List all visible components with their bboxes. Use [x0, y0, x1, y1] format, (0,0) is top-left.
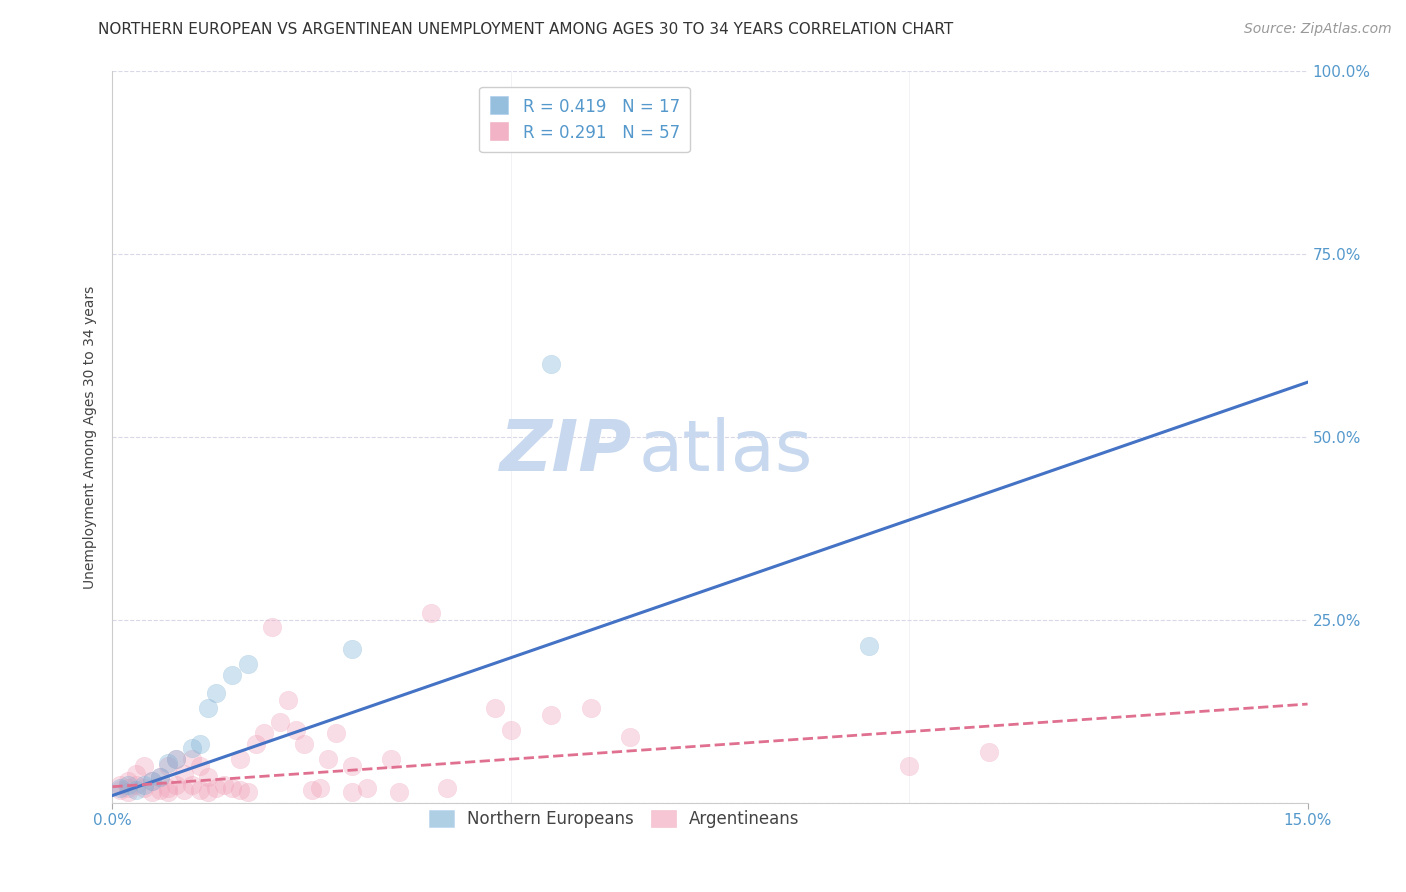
Y-axis label: Unemployment Among Ages 30 to 34 years: Unemployment Among Ages 30 to 34 years — [83, 285, 97, 589]
Point — [898, 759, 921, 773]
Point — [149, 782, 172, 797]
Point — [165, 778, 187, 792]
Point — [110, 782, 132, 797]
Point — [125, 778, 148, 792]
Point — [173, 782, 195, 797]
Point — [157, 756, 180, 770]
Point — [110, 781, 132, 796]
Point — [157, 785, 180, 799]
Point — [236, 785, 259, 799]
Point — [420, 606, 443, 620]
Point — [484, 700, 506, 714]
Point — [197, 700, 219, 714]
Point — [117, 778, 139, 792]
Point — [236, 657, 259, 671]
Point — [277, 693, 299, 707]
Legend: Northern Europeans, Argentineans: Northern Europeans, Argentineans — [422, 803, 807, 835]
Point — [340, 759, 363, 773]
Point — [619, 730, 641, 744]
Point — [229, 782, 252, 797]
Point — [117, 773, 139, 788]
Point — [540, 708, 562, 723]
Point — [340, 642, 363, 657]
Point — [221, 667, 243, 681]
Point — [858, 639, 880, 653]
Point — [165, 752, 187, 766]
Point — [141, 773, 163, 788]
Point — [436, 781, 458, 796]
Point — [325, 726, 347, 740]
Point — [188, 737, 211, 751]
Point — [197, 785, 219, 799]
Point — [388, 785, 411, 799]
Point — [181, 740, 204, 755]
Point — [316, 752, 339, 766]
Point — [188, 759, 211, 773]
Text: atlas: atlas — [638, 417, 813, 486]
Point — [188, 782, 211, 797]
Point — [540, 357, 562, 371]
Point — [292, 737, 315, 751]
Point — [149, 770, 172, 784]
Point — [579, 700, 602, 714]
Point — [301, 782, 323, 797]
Point — [134, 781, 156, 796]
Point — [141, 773, 163, 788]
Point — [229, 752, 252, 766]
Point — [977, 745, 1000, 759]
Point — [157, 759, 180, 773]
Point — [212, 778, 235, 792]
Point — [197, 770, 219, 784]
Point — [308, 781, 330, 796]
Point — [125, 782, 148, 797]
Point — [134, 778, 156, 792]
Text: ZIP: ZIP — [501, 417, 633, 486]
Point — [284, 723, 307, 737]
Point — [253, 726, 276, 740]
Point — [181, 752, 204, 766]
Point — [205, 686, 228, 700]
Point — [221, 781, 243, 796]
Point — [181, 778, 204, 792]
Point — [205, 781, 228, 796]
Point — [157, 781, 180, 796]
Text: Source: ZipAtlas.com: Source: ZipAtlas.com — [1244, 22, 1392, 37]
Point — [165, 752, 187, 766]
Point — [117, 785, 139, 799]
Point — [134, 759, 156, 773]
Point — [499, 723, 522, 737]
Text: NORTHERN EUROPEAN VS ARGENTINEAN UNEMPLOYMENT AMONG AGES 30 TO 34 YEARS CORRELAT: NORTHERN EUROPEAN VS ARGENTINEAN UNEMPLO… — [98, 22, 953, 37]
Point — [125, 766, 148, 780]
Point — [117, 781, 139, 796]
Point — [340, 785, 363, 799]
Point — [110, 778, 132, 792]
Point — [269, 715, 291, 730]
Point — [380, 752, 402, 766]
Point — [149, 770, 172, 784]
Point — [173, 766, 195, 780]
Point — [245, 737, 267, 751]
Point — [141, 785, 163, 799]
Point — [356, 781, 378, 796]
Point — [260, 620, 283, 634]
